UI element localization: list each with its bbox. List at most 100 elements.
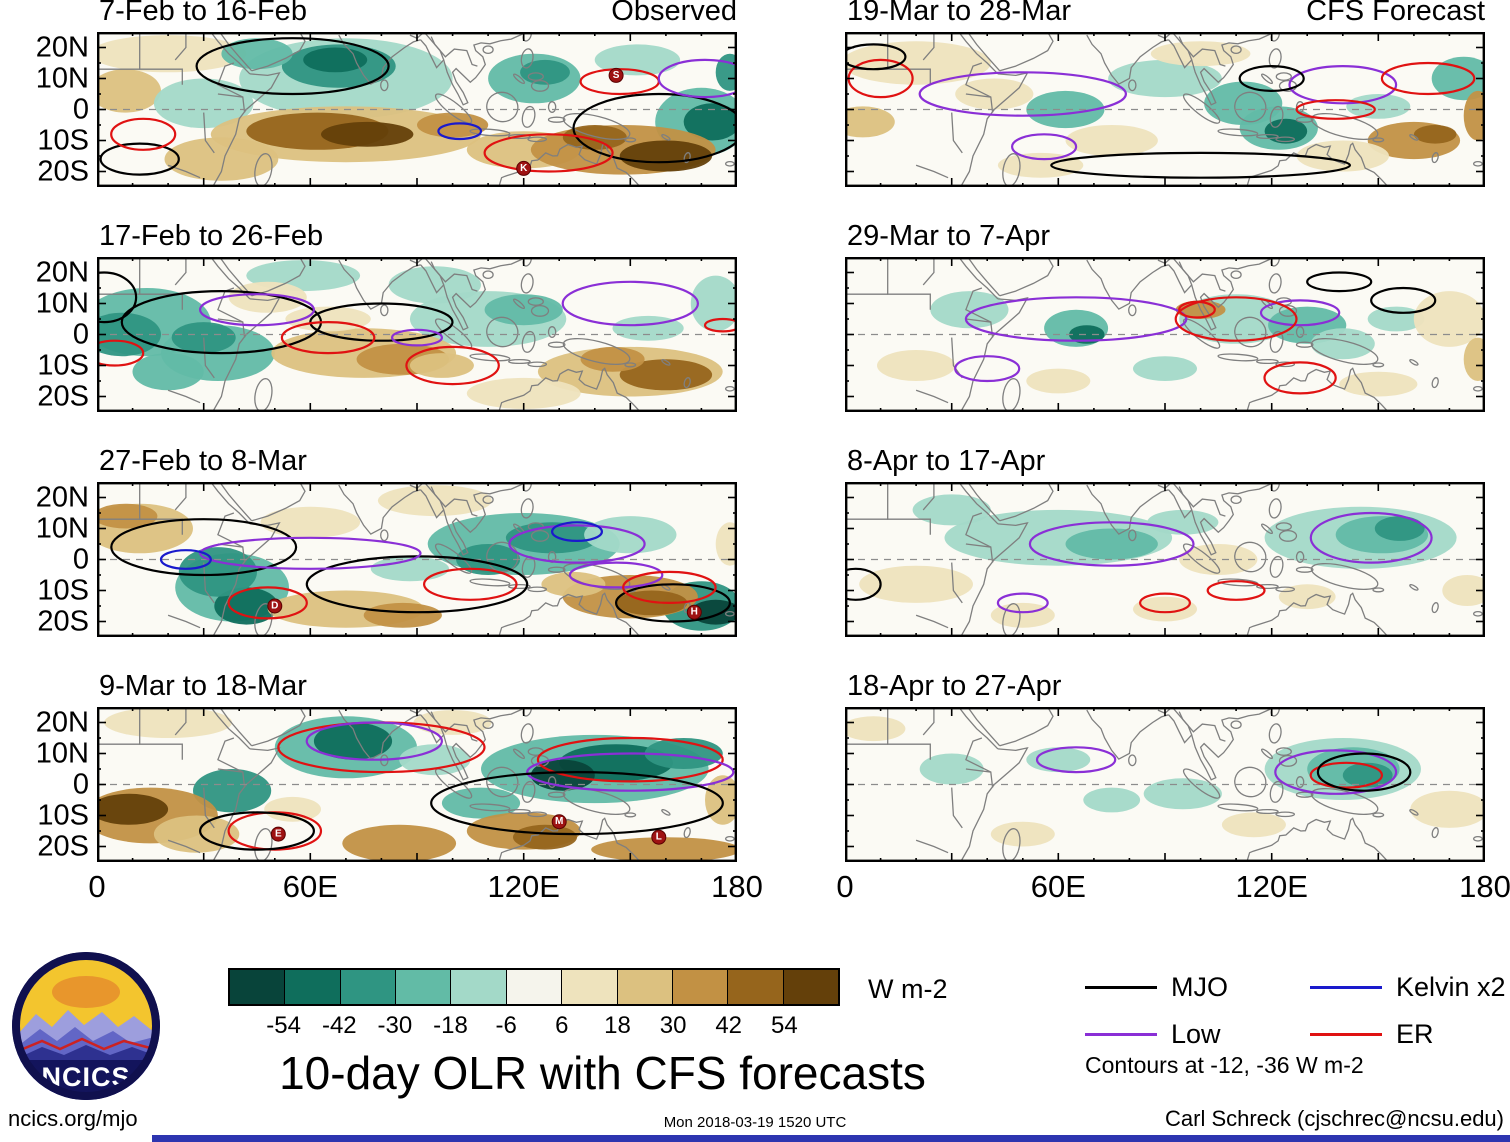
storm-markers: SK [516,67,624,176]
panel-date-range: 19-Mar to 28-Mar [847,0,1072,27]
panel-date-range: 7-Feb to 16-Feb [99,0,307,27]
legend-item-low: Low [1085,1019,1310,1050]
lat-tick-label: 20N [35,481,89,513]
wave-contours [845,43,1476,179]
wave-contours [954,271,1437,395]
panel-border [97,482,737,637]
map-svg [845,32,1485,187]
legend-line-swatch [1085,1033,1157,1036]
bottom-blue-bar [152,1135,1510,1142]
lon-tick-label: 180 [711,869,763,904]
svg-text:M: M [555,816,563,827]
wave-contours [845,511,1433,614]
lat-tick-label: 20N [35,31,89,63]
lat-tick-label: 0 [72,93,89,125]
coastlines [845,257,1483,412]
map-svg: SK [97,32,737,187]
svg-text:H: H [691,607,698,618]
map-svg [845,707,1485,862]
legend-line-swatch [1310,1033,1382,1036]
legend-item-mjo: MJO [1085,972,1310,1003]
panel-border [845,707,1485,862]
lat-tick-label: 10S [37,349,89,381]
wave-contours [99,37,737,176]
panel-border [845,257,1485,412]
lat-tick-label: 0 [72,318,89,350]
svg-text:S: S [613,70,620,81]
contour-legend: MJO Kelvin x2 Low ER [1085,972,1510,1050]
lat-tick-label: 20N [35,706,89,738]
colorbar-cell [617,970,673,1004]
lat-tick-label: 10N [35,62,89,94]
colorbar-tick-label: 54 [771,1012,798,1039]
lon-axis-labels: 0 60E 120E 180 [836,862,1510,906]
legend-line-swatch [1310,986,1382,989]
lat-tick-label: 20S [37,830,89,862]
olr-anomaly-fills [97,35,737,181]
colorbar-cell [728,970,784,1004]
panel-date-range: 18-Apr to 27-Apr [847,670,1062,702]
legend-item-kelvin-x2: Kelvin x2 [1310,972,1510,1003]
ncics-logo-art: NCICS [12,952,160,1100]
logo-ring [12,952,160,1100]
colorbar-cell [562,970,618,1004]
footer-credit: Carl Schreck (cjschrec@ncsu.edu) [1165,1106,1504,1131]
colorbar-cell [340,970,397,1004]
colorbar-cell [230,970,286,1004]
colorbar-cell [506,970,563,1004]
coastlines [97,707,735,862]
storm-markers: DH [267,598,702,620]
svg-text:E: E [275,829,282,840]
lat-tick-label: 10N [35,287,89,319]
panel-date-range: 17-Feb to 26-Feb [99,220,324,252]
svg-text:D: D [271,601,278,612]
lon-tick-label: 120E [487,869,560,904]
svg-text:L: L [656,832,662,843]
wave-contours [1035,746,1412,795]
olr-anomaly-fills [845,41,1485,178]
lon-tick-label: 0 [88,869,106,904]
colorbar-tick-label: 30 [659,1012,687,1039]
footer-timestamp: Mon 2018-03-19 1520 UTC [663,1114,847,1131]
panel-border [845,482,1485,637]
map-svg: E M L [97,707,737,862]
map-panel-1: 7-Feb to 16-Feb Observed 20N 10N 0 10S 20S S K [36,0,737,187]
lon-tick-label: 60E [1030,869,1086,904]
footer-url: ncics.org/mjo [8,1106,138,1131]
lat-tick-label: 20N [35,256,89,288]
lat-tick-label: 20S [37,605,89,637]
panel-date-range: 27-Feb to 8-Mar [99,445,307,477]
colorbar-cell [451,970,507,1004]
colorbar-tick-label: 18 [604,1012,631,1039]
colorbar-cell [783,970,838,1004]
logo-red-line [17,1037,155,1053]
colorbar-tick-label: 6 [555,1012,569,1039]
wave-contours [198,721,735,851]
legend-line-swatch [1085,986,1157,989]
lon-tick-label: 120E [1235,869,1308,904]
panel-border [97,32,737,187]
lon-tick-label: 0 [836,869,854,904]
legend-label: ER [1396,1019,1434,1049]
lat-tick-label: 20S [37,380,89,412]
map-panel-5: 19-Mar to 28-Mar CFS Forecast [845,0,1485,187]
lat-tick-label: 10S [37,799,89,831]
legend-item-er: ER [1310,1019,1510,1050]
contour-levels-note: Contours at -12, -36 W m-2 [1085,1052,1364,1078]
panel-date-range: 8-Apr to 17-Apr [847,445,1046,477]
colorbar-unit-label: W m-2 [868,974,948,1004]
wave-contours [97,271,737,386]
colorbar-tick-label: -42 [321,1012,357,1039]
lon-axis-labels: 0 60E 120E 180 [88,862,762,906]
lat-tick-label: 10N [35,512,89,544]
colorbar-cell [672,970,729,1004]
colorbar-tick-label: -6 [495,1012,517,1039]
lat-tick-label: 0 [72,768,89,800]
map-panel-8: 18-Apr to 27-Apr 0 60E 120E 180 [836,670,1510,904]
legend-label: MJO [1171,972,1228,1002]
panel-border [97,707,737,862]
panel-border [845,32,1485,187]
map-svg: DH [97,482,737,637]
coastlines [97,32,735,187]
